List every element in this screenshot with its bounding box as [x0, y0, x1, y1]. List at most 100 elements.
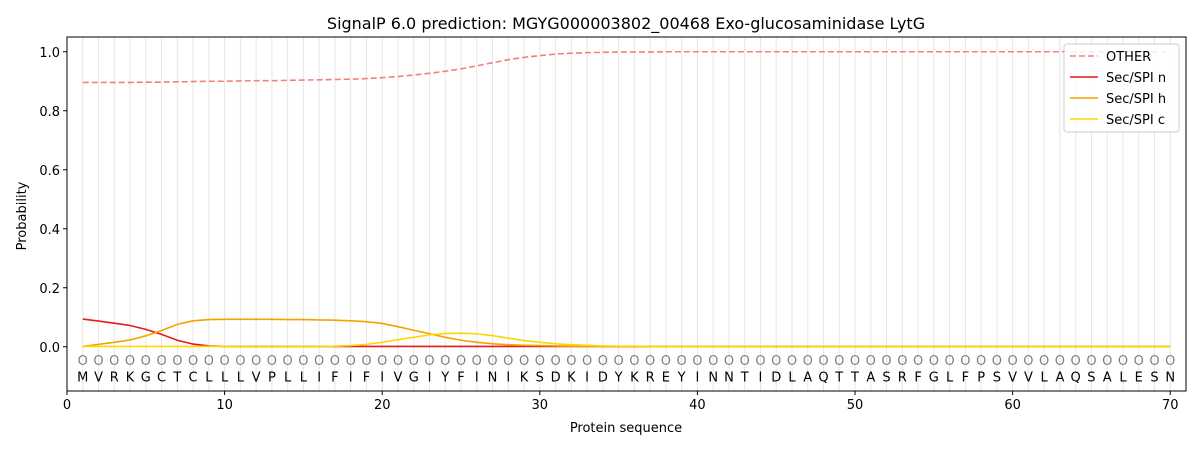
residue-label: E: [1135, 370, 1143, 385]
residue-label: T: [834, 370, 843, 385]
position-marker: O: [803, 354, 813, 369]
residue-label: I: [317, 370, 321, 385]
position-marker: O: [503, 354, 513, 369]
position-marker: O: [1134, 354, 1144, 369]
residue-label: A: [1103, 370, 1112, 385]
residue-label: L: [221, 370, 229, 385]
residue-label: I: [759, 370, 763, 385]
residue-label: I: [696, 370, 700, 385]
series-line-other: [82, 50, 1171, 84]
position-marker: O: [755, 354, 765, 369]
position-marker: O: [1039, 354, 1049, 369]
position-marker: O: [598, 354, 608, 369]
y-tick-label: 0.8: [39, 105, 60, 120]
x-tick-label: 20: [374, 398, 391, 413]
position-marker: O: [724, 354, 734, 369]
legend-box: [1063, 43, 1180, 133]
position-marker: O: [440, 354, 450, 369]
position-marker: O: [1102, 354, 1112, 369]
position-marker: O: [188, 354, 198, 369]
residue-label: I: [428, 370, 432, 385]
residue-label: C: [189, 370, 198, 385]
position-marker: O: [409, 354, 419, 369]
residue-label: D: [771, 370, 781, 385]
residue-label: A: [866, 370, 875, 385]
position-marker: O: [913, 354, 923, 369]
position-marker: O: [566, 354, 576, 369]
x-tick-label: 30: [532, 398, 549, 413]
position-marker: O: [361, 354, 371, 369]
residue-label: A: [1055, 370, 1064, 385]
residue-label: T: [172, 370, 181, 385]
residue-label: L: [1119, 370, 1127, 385]
x-tick-label: 50: [847, 398, 864, 413]
y-tick-label: 0.6: [39, 164, 60, 179]
position-marker: O: [204, 354, 214, 369]
position-marker: O: [172, 354, 182, 369]
residue-label: S: [882, 370, 890, 385]
position-marker: O: [298, 354, 308, 369]
position-marker: O: [645, 354, 655, 369]
position-marker: O: [944, 354, 954, 369]
position-marker: O: [629, 354, 639, 369]
position-marker: O: [1165, 354, 1175, 369]
residue-label: S: [536, 370, 544, 385]
y-tick-label: 0.2: [39, 282, 60, 297]
residue-label: Y: [677, 370, 686, 385]
residue-label: L: [788, 370, 796, 385]
position-marker: O: [771, 354, 781, 369]
position-marker: O: [487, 354, 497, 369]
y-tick-label: 0.4: [39, 223, 60, 238]
residue-label: I: [585, 370, 589, 385]
position-marker: O: [929, 354, 939, 369]
x-axis-title: Protein sequence: [570, 421, 682, 436]
position-marker: O: [740, 354, 750, 369]
residue-label: S: [1150, 370, 1158, 385]
position-marker: O: [1055, 354, 1065, 369]
position-marker: O: [881, 354, 891, 369]
position-gridlines: [82, 37, 1171, 391]
residue-label: F: [962, 370, 969, 385]
residue-label: Y: [440, 370, 449, 385]
position-marker: O: [283, 354, 293, 369]
residue-label: S: [993, 370, 1001, 385]
chart-title: SignalP 6.0 prediction: MGYG000003802_00…: [327, 14, 925, 34]
position-marker: O: [251, 354, 261, 369]
series-lines: [82, 50, 1171, 348]
position-marker: O: [141, 354, 151, 369]
position-marker: O: [330, 354, 340, 369]
residue-label: K: [630, 370, 639, 385]
y-tick-label: 1.0: [39, 46, 60, 61]
position-marker: O: [1071, 354, 1081, 369]
series-line-sec-spi-h: [82, 318, 1171, 348]
series-line-sec-spi-c: [82, 332, 1171, 348]
residue-label: I: [380, 370, 384, 385]
residue-label: C: [157, 370, 166, 385]
position-marker: O: [1008, 354, 1018, 369]
residue-label: G: [409, 370, 419, 385]
residue-label: T: [850, 370, 859, 385]
legend: OTHER Sec/SPI n Sec/SPI h Sec/SPI c: [1063, 43, 1180, 133]
residue-label: V: [1008, 370, 1017, 385]
residue-label: N: [724, 370, 734, 385]
position-marker: O: [897, 354, 907, 369]
position-marker: O: [519, 354, 529, 369]
legend-label: Sec/SPI c: [1106, 113, 1165, 128]
position-marker: O: [535, 354, 545, 369]
residue-label: K: [567, 370, 576, 385]
position-marker: O: [1149, 354, 1159, 369]
position-marker: O: [787, 354, 797, 369]
legend-label: Sec/SPI n: [1106, 71, 1166, 86]
residue-label: N: [708, 370, 718, 385]
residue-label: G: [929, 370, 939, 385]
residue-label: A: [803, 370, 812, 385]
residue-label: L: [205, 370, 213, 385]
position-marker: O: [346, 354, 356, 369]
position-marker: O: [866, 354, 876, 369]
residue-label: S: [1087, 370, 1095, 385]
position-marker: O: [677, 354, 687, 369]
residue-label: F: [457, 370, 464, 385]
